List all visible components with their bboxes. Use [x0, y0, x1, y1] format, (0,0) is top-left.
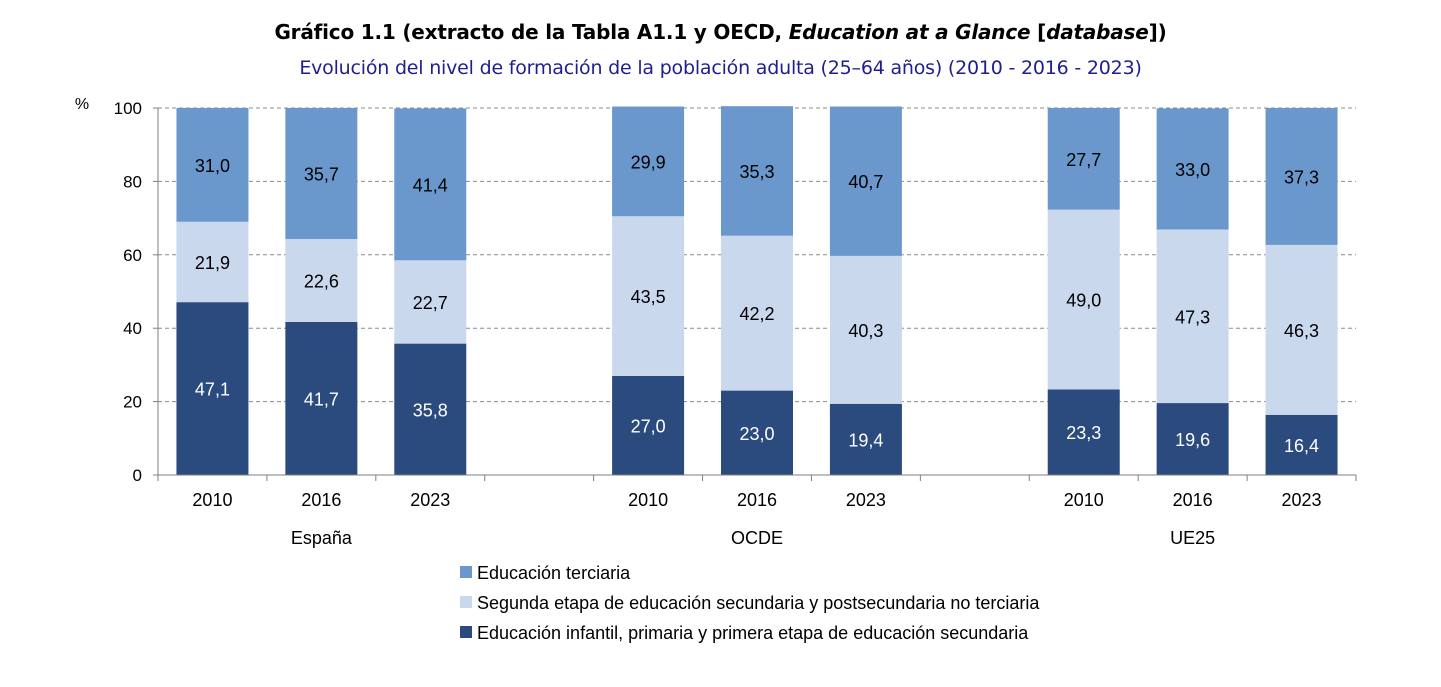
- data-label: 19,4: [848, 430, 883, 450]
- bar-segment: [1156, 229, 1229, 404]
- x-tick-label: 2016: [737, 490, 777, 510]
- bar-segment: [829, 403, 902, 475]
- bar-segment: [1047, 108, 1120, 210]
- x-tick-label: 2010: [628, 490, 668, 510]
- bar-segment: [285, 321, 358, 475]
- data-label: 22,7: [413, 293, 448, 313]
- data-label: 47,1: [195, 380, 230, 400]
- bar-segment: [829, 106, 902, 256]
- bar-segment: [394, 343, 467, 475]
- legend-label: Educación infantil, primaria y primera e…: [477, 623, 1029, 643]
- bar-segment: [612, 106, 685, 217]
- data-label: 35,8: [413, 400, 448, 420]
- bar-segment: [1047, 389, 1120, 475]
- y-tick-label: 40: [123, 319, 142, 338]
- legend-label: Segunda etapa de educación secundaria y …: [477, 593, 1040, 613]
- data-label: 41,4: [413, 175, 448, 195]
- data-label: 41,7: [304, 389, 339, 409]
- x-tick-label: 2010: [1064, 490, 1104, 510]
- bar-segment: [612, 375, 685, 475]
- data-label: 47,3: [1175, 307, 1210, 327]
- bar-segment: [829, 255, 902, 404]
- data-label: 40,7: [848, 172, 883, 192]
- data-label: 21,9: [195, 253, 230, 273]
- legend-swatch: [460, 566, 472, 578]
- y-axis-label: %: [75, 96, 89, 113]
- bar-segment: [721, 235, 793, 391]
- group-label: UE25: [1170, 528, 1215, 548]
- data-label: 46,3: [1284, 321, 1319, 341]
- bar-segment: [176, 221, 249, 303]
- bar-segment: [721, 106, 793, 236]
- bar-segment: [394, 260, 467, 344]
- bar-segment: [1265, 108, 1338, 245]
- y-tick-label: 80: [123, 172, 142, 191]
- bar-segment: [1265, 244, 1338, 415]
- data-label: 29,9: [631, 152, 666, 172]
- data-label: 19,6: [1175, 430, 1210, 450]
- x-tick-label: 2016: [301, 490, 341, 510]
- data-label: 37,3: [1284, 167, 1319, 187]
- data-label: 42,2: [739, 304, 774, 324]
- bar-segment: [612, 216, 685, 376]
- y-tick-label: 100: [114, 99, 142, 118]
- legend-swatch: [460, 596, 472, 608]
- legend-swatch: [460, 626, 472, 638]
- data-label: 27,7: [1066, 150, 1101, 170]
- x-tick-label: 2010: [192, 490, 232, 510]
- x-tick-label: 2023: [410, 490, 450, 510]
- group-label: España: [291, 528, 353, 548]
- chart-subtitle: Evolución del nivel de formación de la p…: [299, 57, 1142, 79]
- data-label: 16,4: [1284, 436, 1319, 456]
- bar-segment: [1047, 209, 1120, 390]
- group-label: OCDE: [731, 528, 783, 548]
- data-label: 33,0: [1175, 160, 1210, 180]
- bar-segment: [1156, 403, 1229, 475]
- data-label: 40,3: [848, 321, 883, 341]
- data-label: 27,0: [631, 416, 666, 436]
- bar-segment: [1265, 414, 1338, 475]
- x-tick-label: 2023: [846, 490, 886, 510]
- data-label: 35,3: [739, 162, 774, 182]
- bar-segment: [721, 390, 793, 475]
- bar-segment: [176, 108, 249, 222]
- data-label: 35,7: [304, 165, 339, 185]
- x-tick-label: 2016: [1173, 490, 1213, 510]
- data-label: 43,5: [631, 287, 666, 307]
- data-label: 23,0: [739, 424, 774, 444]
- bar-segment: [176, 302, 249, 475]
- bar-segment: [1156, 108, 1229, 230]
- data-label: 23,3: [1066, 423, 1101, 443]
- y-tick-label: 0: [133, 466, 142, 485]
- data-label: 49,0: [1066, 291, 1101, 311]
- data-label: 31,0: [195, 156, 230, 176]
- chart-title: Gráfico 1.1 (extracto de la Tabla A1.1 y…: [274, 20, 1167, 44]
- legend-label: Educación terciaria: [477, 563, 631, 583]
- bar-segment: [394, 108, 467, 261]
- x-tick-label: 2023: [1282, 490, 1322, 510]
- bar-segment: [285, 239, 358, 322]
- y-tick-label: 20: [123, 393, 142, 412]
- bar-segment: [285, 108, 358, 240]
- data-label: 22,6: [304, 271, 339, 291]
- y-tick-label: 60: [123, 246, 142, 265]
